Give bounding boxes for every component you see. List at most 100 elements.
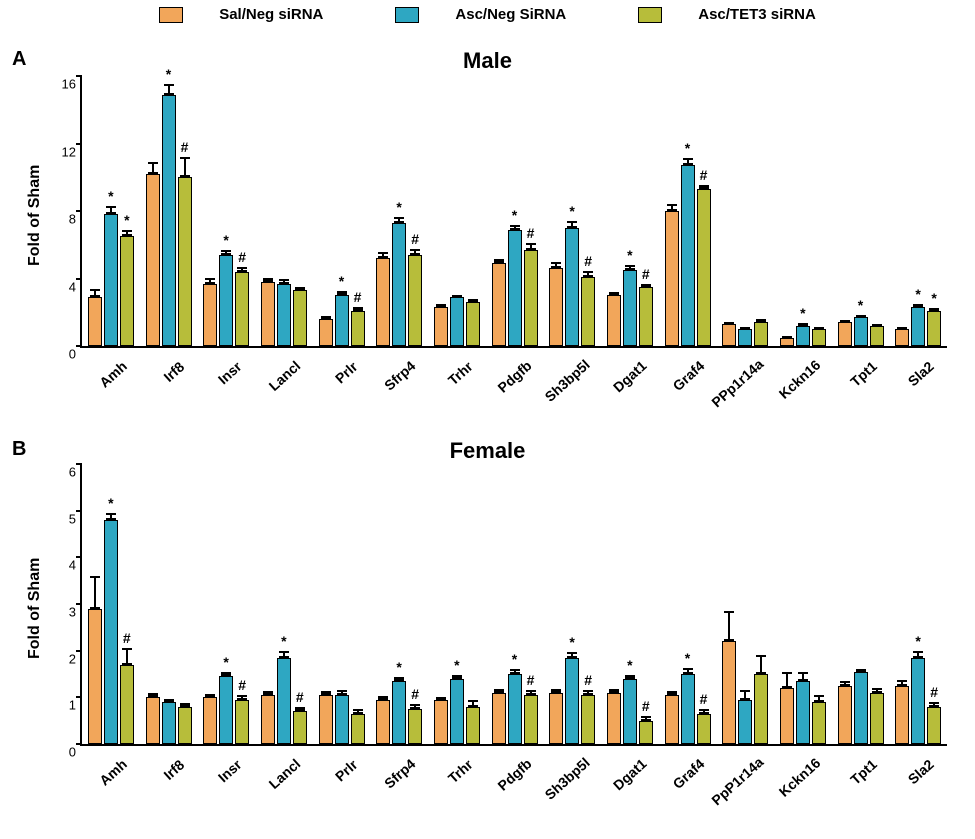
error-bar: [687, 158, 689, 166]
error-bar: [555, 689, 557, 693]
error-bar: [571, 652, 573, 658]
error-bar: [728, 611, 730, 641]
bar: [812, 702, 826, 744]
bar: [351, 714, 365, 744]
bar: [911, 658, 925, 744]
x-tick-label: Sla2: [905, 358, 937, 389]
panel-a: A Male Fold of Sham 0481216**Amh*#Irf8*#…: [0, 48, 975, 408]
y-tick-label: 3: [69, 605, 82, 620]
error-bar: [267, 278, 269, 282]
error-bar: [645, 284, 647, 287]
bar: [565, 228, 579, 346]
significance-mark: #: [521, 672, 541, 688]
significance-mark: *: [216, 232, 236, 248]
bar-group: *#: [88, 464, 134, 744]
bar: [911, 307, 925, 346]
bar-group: *: [780, 76, 826, 346]
error-bar: [671, 204, 673, 211]
error-bar: [267, 691, 269, 695]
y-tick-mark: [76, 75, 82, 77]
legend-item: Sal/Neg siRNA: [141, 6, 341, 23]
bar: [681, 674, 695, 744]
bar: [293, 711, 307, 744]
bar: [738, 329, 752, 346]
bar-group: [838, 464, 884, 744]
bar: [524, 250, 538, 346]
error-bar: [299, 707, 301, 712]
x-tick-label: Lancl: [265, 358, 303, 394]
bar: [178, 707, 192, 744]
bar: [178, 177, 192, 346]
x-tick-label: Irf8: [160, 359, 187, 385]
bar: [235, 700, 249, 744]
error-bar: [382, 696, 384, 699]
significance-mark: *: [793, 305, 813, 321]
x-tick-label: Sfrp4: [381, 756, 418, 792]
bar-group: **: [895, 76, 941, 346]
bar: [492, 693, 506, 744]
bar: [697, 714, 711, 744]
significance-mark: *: [678, 140, 698, 156]
error-bar: [860, 315, 862, 318]
bar: [104, 520, 118, 744]
bar: [754, 674, 768, 744]
error-bar: [901, 327, 903, 329]
bar: [639, 287, 653, 346]
x-tick-label: Tpt1: [847, 756, 880, 788]
error-bar: [933, 308, 935, 311]
error-bar: [671, 691, 673, 695]
error-bar: [341, 291, 343, 295]
bar: [796, 681, 810, 744]
significance-mark: #: [175, 139, 195, 155]
panel-b-title: Female: [0, 438, 975, 464]
error-bar: [587, 271, 589, 277]
bar: [219, 676, 233, 744]
x-tick-label: Prlr: [331, 756, 360, 784]
error-bar: [357, 709, 359, 714]
bar-group: *: [838, 76, 884, 346]
x-tick-label: Lancl: [265, 756, 303, 792]
bar: [738, 700, 752, 744]
significance-mark: #: [521, 225, 541, 241]
error-bar: [802, 323, 804, 326]
error-bar: [225, 250, 227, 255]
bar: [277, 658, 291, 744]
bar: [508, 230, 522, 346]
error-bar: [440, 304, 442, 307]
error-bar: [587, 690, 589, 695]
error-bar: [325, 316, 327, 319]
bar: [203, 697, 217, 744]
error-bar: [110, 206, 112, 214]
bar: [319, 319, 333, 346]
bar: [466, 302, 480, 346]
error-bar: [876, 324, 878, 326]
error-bar: [917, 651, 919, 658]
x-tick-label: Pdgfb: [494, 357, 534, 395]
bar: [434, 700, 448, 744]
x-tick-label: Amh: [96, 358, 130, 391]
error-bar: [110, 513, 112, 520]
bar: [565, 658, 579, 744]
bar-group: *#: [492, 76, 538, 346]
y-tick-label: 0: [69, 745, 82, 760]
y-tick-label: 12: [62, 144, 82, 159]
bar: [607, 295, 621, 346]
x-tick-label: Insr: [215, 358, 245, 387]
error-bar: [168, 84, 170, 94]
error-bar: [168, 699, 170, 702]
legend-item: Asc/Neg SiRNA: [377, 6, 584, 23]
significance-mark: *: [389, 659, 409, 675]
panel-a-plot: 0481216**Amh*#Irf8*#InsrLancl*#Prlr*#Sfr…: [80, 76, 947, 348]
significance-mark: #: [405, 686, 425, 702]
error-bar: [860, 669, 862, 672]
significance-mark: *: [332, 273, 352, 289]
y-tick-mark: [76, 696, 82, 698]
bar: [722, 324, 736, 346]
error-bar: [530, 243, 532, 250]
y-tick-mark: [76, 143, 82, 145]
error-bar: [184, 703, 186, 707]
bar: [665, 695, 679, 744]
bar: [870, 326, 884, 346]
error-bar: [283, 651, 285, 658]
bar: [780, 338, 794, 346]
